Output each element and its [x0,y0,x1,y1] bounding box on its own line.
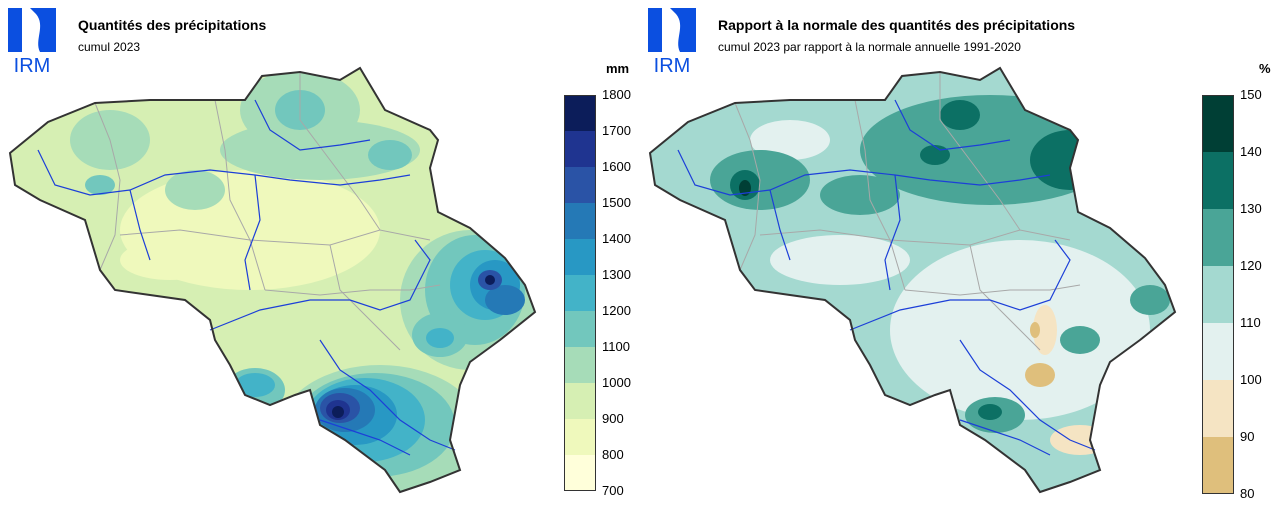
legend-color-step [564,131,596,167]
map-title: Quantités des précipitations [78,17,267,33]
legend-tick-label: 1100 [602,339,630,354]
legend-tick-label: 120 [1240,258,1262,273]
legend-color-step [564,419,596,455]
legend-color-step [564,383,596,419]
province-boundaries [734,72,1081,351]
country-border [8,66,537,494]
legend-tick-label: 1600 [602,159,631,174]
legend-color-step [564,167,596,203]
legend-tick-label: 800 [602,447,624,462]
legend-color-step [1202,380,1234,437]
legend-color-step [1202,266,1234,323]
country-border [648,66,1177,494]
legend-unit: % [1259,61,1271,76]
legend-tick-label: 1800 [602,87,631,102]
precipitation-fill [10,68,535,492]
legend-tick-label: 80 [1240,486,1255,501]
irm-logo-text: IRM [654,55,691,74]
legend-tick-label: 1000 [602,375,631,390]
irm-logo: IRM [8,8,56,74]
legend-color-step [564,455,596,491]
legend-tick-label: 1700 [602,123,631,138]
belgium-precipitation-map [8,66,537,494]
legend-tick-label: 900 [602,411,624,426]
map-subtitle: cumul 2023 par rapport à la normale annu… [718,40,1021,54]
precipitation-legend: 1800 1700 1600 1500 1400 1300 1200 1100 1000 900 8… [564,87,634,498]
belgium-ratio-map [648,66,1177,494]
rivers [37,99,456,456]
legend-tick-label: 140 [1240,144,1262,159]
legend-tick-label: 100 [1240,372,1262,387]
legend-unit: mm [606,61,630,76]
legend-tick-label: 90 [1240,429,1255,444]
legend-color-step [1202,437,1234,494]
legend-tick-label: 130 [1240,201,1262,216]
legend-color-step [564,347,596,383]
legend-color-step [564,95,596,131]
province-boundaries [94,72,441,351]
legend-color-step [1202,323,1234,380]
map-title: Rapport à la normale des quantités des p… [718,17,1076,33]
legend-tick-label: 1400 [602,231,631,246]
legend-tick-label: 1500 [602,195,631,210]
legend-tick-label: 110 [1240,315,1261,330]
legend-tick-label: 150 [1240,87,1262,102]
legend-tick-label: 1300 [602,267,631,282]
legend-color-step [1202,209,1234,266]
irm-logo-text: IRM [14,55,51,74]
ratio-fill [650,68,1175,492]
rivers [677,99,1096,456]
precipitation-total-panel: IRM Quantités des précipitations cumul 2… [8,8,634,498]
ratio-legend: 150 140 130 120 110 100 90 80 [1202,87,1276,501]
legend-color-step [564,311,596,347]
legend-color-step [564,275,596,311]
legend-tick-label: 1200 [602,303,631,318]
irm-logo: IRM [648,8,696,74]
legend-color-step [1202,95,1234,152]
legend-color-step [564,203,596,239]
map-subtitle: cumul 2023 [78,40,141,54]
legend-color-step [1202,152,1234,209]
precipitation-ratio-panel: IRM Rapport à la normale des quantités d… [640,0,1280,507]
legend-tick-label: 700 [602,483,624,498]
legend-color-step [564,239,596,275]
